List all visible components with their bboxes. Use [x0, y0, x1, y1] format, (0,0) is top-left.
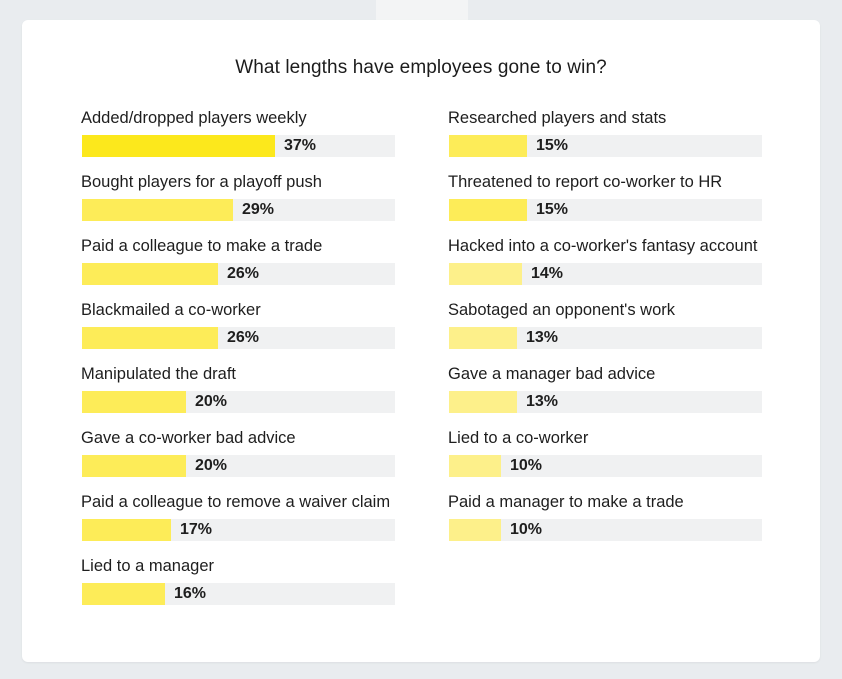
bar-label: Threatened to report co-worker to HR	[448, 173, 723, 191]
bar-label: Lied to a manager	[81, 557, 215, 575]
bar-value-label: 13%	[526, 329, 559, 346]
bar	[82, 583, 165, 605]
bar-label: Paid a colleague to make a trade	[81, 237, 323, 255]
chart-title: What lengths have employees gone to win?	[235, 57, 607, 78]
bar-track	[449, 455, 762, 477]
bar-label: Manipulated the draft	[81, 365, 237, 383]
bar-track	[82, 199, 395, 221]
bar-track	[82, 263, 395, 285]
bar	[82, 135, 275, 157]
bar-track	[449, 263, 762, 285]
bar-track	[82, 519, 395, 541]
bar-track	[82, 583, 395, 605]
bar-value-label: 13%	[526, 393, 559, 410]
bar	[449, 327, 517, 349]
bar-item: Hacked into a co-worker's fantasy accoun…	[448, 236, 808, 296]
bar-item: Lied to a co-worker 10%	[448, 428, 808, 488]
bar-track	[82, 327, 395, 349]
bar-value-label: 10%	[510, 457, 543, 474]
bar-label: Gave a co-worker bad advice	[81, 429, 296, 447]
bar	[82, 263, 218, 285]
bar-label: Hacked into a co-worker's fantasy accoun…	[448, 237, 758, 255]
bar-track	[82, 455, 395, 477]
bar-track	[449, 391, 762, 413]
bar-item: Paid a manager to make a trade 10%	[448, 492, 808, 552]
bar	[82, 327, 218, 349]
bar	[82, 391, 186, 413]
bar-value-label: 10%	[510, 521, 543, 538]
bar-label: Gave a manager bad advice	[448, 365, 656, 383]
bar-track	[82, 135, 395, 157]
bar-value-label: 15%	[536, 201, 569, 218]
bar-item: Sabotaged an opponent's work 13%	[448, 300, 808, 360]
bar-value-label: 37%	[284, 137, 317, 154]
bar	[449, 455, 501, 477]
bar-value-label: 20%	[195, 393, 228, 410]
bar-value-label: 16%	[174, 585, 207, 602]
bar-item: Threatened to report co-worker to HR 15%	[448, 172, 808, 232]
bar-label: Paid a manager to make a trade	[448, 493, 684, 511]
bar-label: Bought players for a playoff push	[81, 173, 322, 191]
bar-label: Blackmailed a co-worker	[81, 301, 261, 319]
bar-value-label: 26%	[227, 329, 260, 346]
bar-item: Added/dropped players weekly 37%	[81, 108, 441, 168]
bar-item: Bought players for a playoff push 29%	[81, 172, 441, 232]
bar-track	[449, 199, 762, 221]
bar	[449, 199, 527, 221]
bar-item: Manipulated the draft 20%	[81, 364, 441, 424]
bar	[82, 199, 233, 221]
bar	[82, 455, 186, 477]
bar-value-label: 26%	[227, 265, 260, 282]
bar-label: Sabotaged an opponent's work	[448, 301, 675, 319]
bar	[449, 263, 522, 285]
bar	[449, 519, 501, 541]
bar-track	[449, 519, 762, 541]
bar-track	[449, 135, 762, 157]
bar-value-label: 29%	[242, 201, 275, 218]
bar-label: Researched players and stats	[448, 109, 667, 127]
bar-track	[449, 327, 762, 349]
bar-item: Lied to a manager 16%	[81, 556, 441, 616]
bar-item: Researched players and stats 15%	[448, 108, 808, 168]
bar-item: Gave a manager bad advice 13%	[448, 364, 808, 424]
bar-label: Lied to a co-worker	[448, 429, 589, 447]
bar-item: Paid a colleague to remove a waiver clai…	[81, 492, 441, 552]
bar-label: Added/dropped players weekly	[81, 109, 307, 127]
bar	[82, 519, 171, 541]
bar-item: Blackmailed a co-worker 26%	[81, 300, 441, 360]
bar-item: Gave a co-worker bad advice 20%	[81, 428, 441, 488]
bar-item: Paid a colleague to make a trade 26%	[81, 236, 441, 296]
bar-track	[82, 391, 395, 413]
bar-value-label: 14%	[531, 265, 564, 282]
bar-value-label: 17%	[180, 521, 213, 538]
bar-value-label: 20%	[195, 457, 228, 474]
bar	[449, 391, 517, 413]
bar-value-label: 15%	[536, 137, 569, 154]
bar	[449, 135, 527, 157]
bar-label: Paid a colleague to remove a waiver clai…	[81, 493, 391, 511]
